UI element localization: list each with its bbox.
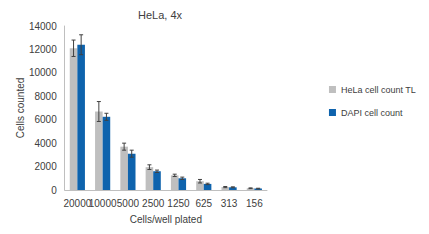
svg-text:1250: 1250 (167, 198, 190, 209)
svg-text:6000: 6000 (34, 114, 57, 125)
svg-text:0: 0 (51, 185, 57, 196)
svg-text:Cells/well plated: Cells/well plated (130, 214, 202, 225)
svg-text:313: 313 (221, 198, 238, 209)
svg-text:5000: 5000 (117, 198, 140, 209)
svg-text:8000: 8000 (34, 91, 57, 102)
svg-text:HeLa, 4x: HeLa, 4x (138, 9, 183, 21)
svg-text:156: 156 (246, 198, 263, 209)
svg-text:20000: 20000 (63, 198, 91, 209)
svg-text:2500: 2500 (142, 198, 165, 209)
svg-text:625: 625 (195, 198, 212, 209)
svg-text:DAPI cell count: DAPI cell count (341, 108, 403, 118)
svg-text:10000: 10000 (29, 67, 57, 78)
svg-text:14000: 14000 (29, 21, 57, 32)
svg-text:4000: 4000 (34, 138, 57, 149)
svg-text:12000: 12000 (29, 44, 57, 55)
svg-text:10000: 10000 (89, 198, 117, 209)
svg-text:HeLa cell count TL: HeLa cell count TL (341, 85, 416, 95)
svg-text:Cells counted: Cells counted (15, 78, 26, 139)
svg-text:2000: 2000 (34, 161, 57, 172)
